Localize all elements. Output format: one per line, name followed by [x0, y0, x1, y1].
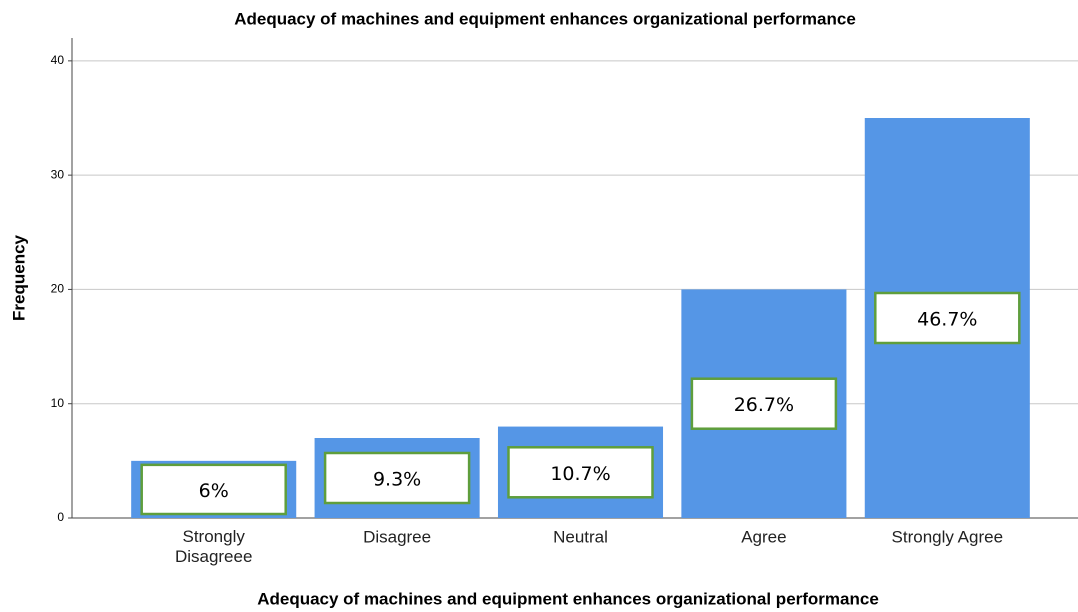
data-label-box [874, 291, 1021, 345]
x-tick-label: Strongly Agree [892, 527, 1004, 546]
y-tick-label: 0 [57, 510, 64, 524]
data-label: 9.3% [373, 469, 421, 491]
data-label-box [507, 446, 654, 499]
data-label-box [140, 463, 287, 516]
x-tick-label: Agree [741, 527, 786, 546]
data-label: 10.7% [550, 463, 610, 485]
data-label-box [323, 451, 471, 505]
x-tick-label: Disagree [363, 527, 431, 546]
data-label-box [690, 377, 838, 430]
chart-title: Adequacy of machines and equipment enhan… [234, 9, 856, 28]
x-tick-label: Strongly Disagreee [175, 527, 253, 566]
x-axis-title: Adequacy of machines and equipment enhan… [257, 589, 879, 608]
y-tick-label: 10 [51, 396, 65, 410]
data-label: 26.7% [734, 394, 794, 416]
y-tick-label: 40 [51, 53, 65, 67]
data-label: 46.7% [917, 309, 977, 331]
y-tick-label: 20 [51, 282, 65, 296]
data-label: 6% [199, 480, 229, 502]
y-axis-title: Frequency [9, 234, 28, 321]
x-tick-label: Neutral [553, 527, 608, 546]
y-tick-label: 30 [51, 167, 65, 181]
